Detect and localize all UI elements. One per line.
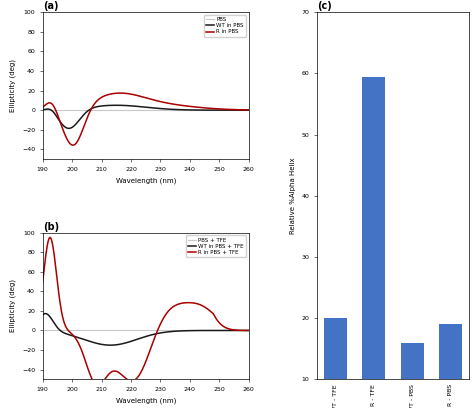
R in PBS + TFE: [152, 334, 158, 339]
PBS: [209, 107, 214, 112]
Text: (a): (a): [43, 2, 58, 11]
PBS: [241, 107, 246, 112]
R in PBS + TFE: [164, 311, 169, 316]
R in PBS + TFE: [47, 235, 53, 240]
WT in PBS: [164, 106, 169, 111]
X-axis label: Wavelength (nm): Wavelength (nm): [116, 398, 176, 404]
WT in PBS + TFE: [242, 328, 247, 333]
Text: (b): (b): [43, 222, 59, 232]
PBS: [163, 107, 168, 112]
R in PBS: [118, 91, 123, 95]
WT in PBS + TFE: [246, 328, 252, 333]
R in PBS: [246, 107, 252, 112]
WT in PBS + TFE: [108, 343, 113, 348]
Bar: [362, 77, 385, 408]
R in PBS: [210, 106, 215, 111]
R in PBS + TFE: [140, 366, 146, 371]
R in PBS: [138, 94, 144, 99]
R in PBS + TFE: [40, 279, 46, 284]
WT in PBS: [138, 104, 144, 109]
R in PBS + TFE: [210, 310, 215, 315]
WT in PBS + TFE: [140, 335, 146, 340]
R in PBS + TFE: [242, 328, 247, 333]
R in PBS: [242, 107, 247, 112]
PBS: [139, 107, 145, 112]
PBS + TFE: [241, 328, 246, 333]
WT in PBS: [66, 126, 72, 131]
PBS + TFE: [163, 328, 168, 333]
Line: WT in PBS: WT in PBS: [43, 105, 249, 129]
WT in PBS + TFE: [152, 332, 158, 337]
Y-axis label: Ellipticity (deg): Ellipticity (deg): [10, 59, 16, 112]
R in PBS + TFE: [246, 328, 252, 333]
Y-axis label: Ellipticity (deg): Ellipticity (deg): [10, 279, 16, 333]
R in PBS: [164, 100, 169, 105]
PBS + TFE: [209, 328, 214, 333]
Line: R in PBS: R in PBS: [43, 93, 249, 145]
Legend: PBS, WT in PBS, R in PBS: PBS, WT in PBS, R in PBS: [203, 15, 246, 37]
PBS + TFE: [151, 328, 157, 333]
Legend: PBS + TFE, WT in PBS + TFE, R in PBS + TFE: PBS + TFE, WT in PBS + TFE, R in PBS + T…: [185, 235, 246, 257]
PBS + TFE: [139, 328, 145, 333]
R in PBS: [152, 98, 158, 103]
WT in PBS: [246, 108, 252, 113]
WT in PBS: [40, 107, 46, 112]
PBS: [40, 107, 46, 112]
R in PBS: [40, 104, 46, 109]
PBS + TFE: [40, 328, 46, 333]
WT in PBS: [113, 103, 119, 108]
WT in PBS: [242, 108, 247, 113]
WT in PBS + TFE: [43, 311, 48, 316]
WT in PBS + TFE: [138, 335, 144, 340]
WT in PBS + TFE: [164, 330, 169, 335]
WT in PBS: [210, 108, 215, 113]
R in PBS + TFE: [95, 383, 101, 388]
Bar: [439, 324, 462, 408]
Line: R in PBS + TFE: R in PBS + TFE: [43, 237, 249, 385]
PBS + TFE: [138, 328, 144, 333]
PBS + TFE: [246, 328, 252, 333]
PBS: [138, 107, 144, 112]
Bar: [401, 343, 424, 408]
Text: (c): (c): [317, 2, 332, 11]
PBS: [151, 107, 157, 112]
PBS: [246, 107, 252, 112]
R in PBS: [140, 94, 146, 99]
Y-axis label: Relative %Alpha Helix: Relative %Alpha Helix: [290, 157, 296, 234]
Line: WT in PBS + TFE: WT in PBS + TFE: [43, 314, 249, 345]
WT in PBS + TFE: [40, 312, 46, 317]
WT in PBS + TFE: [210, 328, 215, 333]
Bar: [324, 318, 347, 408]
R in PBS + TFE: [138, 369, 144, 374]
X-axis label: Wavelength (nm): Wavelength (nm): [116, 177, 176, 184]
R in PBS: [70, 143, 76, 148]
WT in PBS: [140, 104, 146, 109]
WT in PBS: [152, 106, 158, 111]
